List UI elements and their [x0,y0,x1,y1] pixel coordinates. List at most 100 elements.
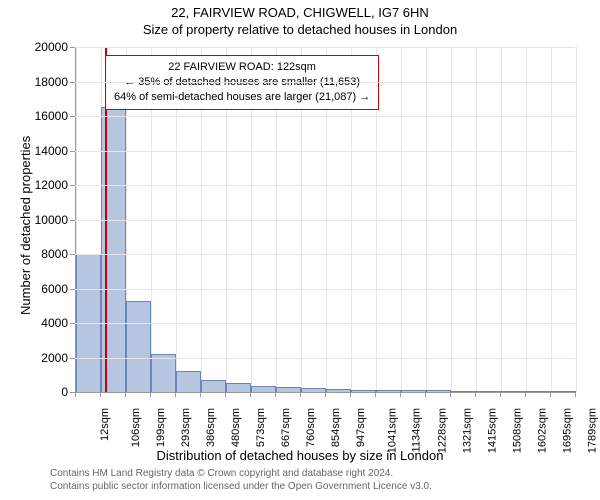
xtick-label: 1789sqm [586,408,598,453]
xtick-label: 1321sqm [461,408,473,453]
histogram-bar [251,386,276,392]
xtick-label: 1415sqm [486,408,498,453]
xtick-mark [525,392,526,397]
gridline-h [75,116,575,117]
ytick-mark [70,289,75,290]
xtick-mark [500,392,501,397]
gridline-h [75,323,575,324]
ytick-label: 4000 [23,316,68,330]
xtick-label: 199sqm [155,408,167,447]
xtick-label: 667sqm [280,408,292,447]
ytick-label: 16000 [23,109,68,123]
xtick-mark [550,392,551,397]
xtick-mark [575,392,576,397]
xtick-label: 947sqm [355,408,367,447]
histogram-bar [326,389,351,392]
xtick-label: 106sqm [130,408,142,447]
gridline-h [75,47,575,48]
credits: Contains HM Land Registry data © Crown c… [50,468,432,493]
ytick-mark [70,82,75,83]
ytick-label: 6000 [23,282,68,296]
credits-line: Contains public sector information licen… [50,481,432,494]
xtick-label: 760sqm [305,408,317,447]
histogram-bar [201,380,226,392]
histogram-bar [501,391,526,392]
xtick-mark [300,392,301,397]
histogram-bar [526,391,551,392]
xtick-mark [450,392,451,397]
xtick-mark [125,392,126,397]
xtick-label: 386sqm [205,408,217,447]
ytick-mark [70,47,75,48]
gridline-h [75,82,575,83]
xtick-label: 1508sqm [511,408,523,453]
histogram-bar [176,371,201,392]
annotation-line: 64% of semi-detached houses are larger (… [114,90,370,105]
histogram-bar [151,354,176,392]
histogram-bar [301,388,326,392]
ytick-label: 18000 [23,75,68,89]
xtick-mark [175,392,176,397]
ytick-mark [70,185,75,186]
gridline-h [75,289,575,290]
chart-container: 22, FAIRVIEW ROAD, CHIGWELL, IG7 6HN Siz… [0,0,600,500]
ytick-label: 2000 [23,351,68,365]
ytick-mark [70,116,75,117]
ytick-label: 12000 [23,178,68,192]
xtick-mark [350,392,351,397]
xtick-mark [275,392,276,397]
ytick-mark [70,151,75,152]
histogram-bar [451,391,476,392]
gridline-h [75,151,575,152]
xtick-mark [225,392,226,397]
ytick-mark [70,323,75,324]
gridline-h [75,254,575,255]
xtick-label: 1228sqm [436,408,448,453]
ytick-label: 14000 [23,144,68,158]
xtick-label: 293sqm [180,408,192,447]
histogram-bar [426,390,451,392]
gridline-h [75,185,575,186]
gridline-h [75,220,575,221]
histogram-bar [376,390,401,392]
x-axis-label: Distribution of detached houses by size … [0,448,600,463]
xtick-mark [325,392,326,397]
ytick-mark [70,254,75,255]
xtick-mark [75,392,76,397]
histogram-bar [476,391,501,392]
credits-line: Contains HM Land Registry data © Crown c… [50,468,432,481]
annotation-line: 22 FAIRVIEW ROAD: 122sqm [114,60,370,75]
gridline-v [576,47,577,392]
ytick-label: 8000 [23,247,68,261]
xtick-mark [375,392,376,397]
xtick-mark [250,392,251,397]
histogram-bar [401,390,426,392]
xtick-mark [475,392,476,397]
histogram-bar [551,391,576,392]
xtick-label: 854sqm [330,408,342,447]
chart-subtitle: Size of property relative to detached ho… [0,22,600,37]
ytick-mark [70,220,75,221]
xtick-label: 1695sqm [561,408,573,453]
xtick-mark [425,392,426,397]
chart-title: 22, FAIRVIEW ROAD, CHIGWELL, IG7 6HN [0,5,600,20]
xtick-mark [400,392,401,397]
xtick-label: 573sqm [255,408,267,447]
xtick-label: 480sqm [230,408,242,447]
ytick-label: 20000 [23,40,68,54]
xtick-label: 1602sqm [536,408,548,453]
xtick-mark [150,392,151,397]
xtick-mark [100,392,101,397]
xtick-mark [200,392,201,397]
histogram-bar [276,387,301,392]
histogram-bar [226,383,251,392]
xtick-label: 1041sqm [386,408,398,453]
histogram-bar [126,301,151,392]
ytick-mark [70,358,75,359]
ytick-label: 0 [23,385,68,399]
histogram-bar [351,390,376,392]
xtick-label: 1134sqm [410,408,422,452]
xtick-label: 12sqm [99,408,111,441]
gridline-h [75,358,575,359]
ytick-label: 10000 [23,213,68,227]
